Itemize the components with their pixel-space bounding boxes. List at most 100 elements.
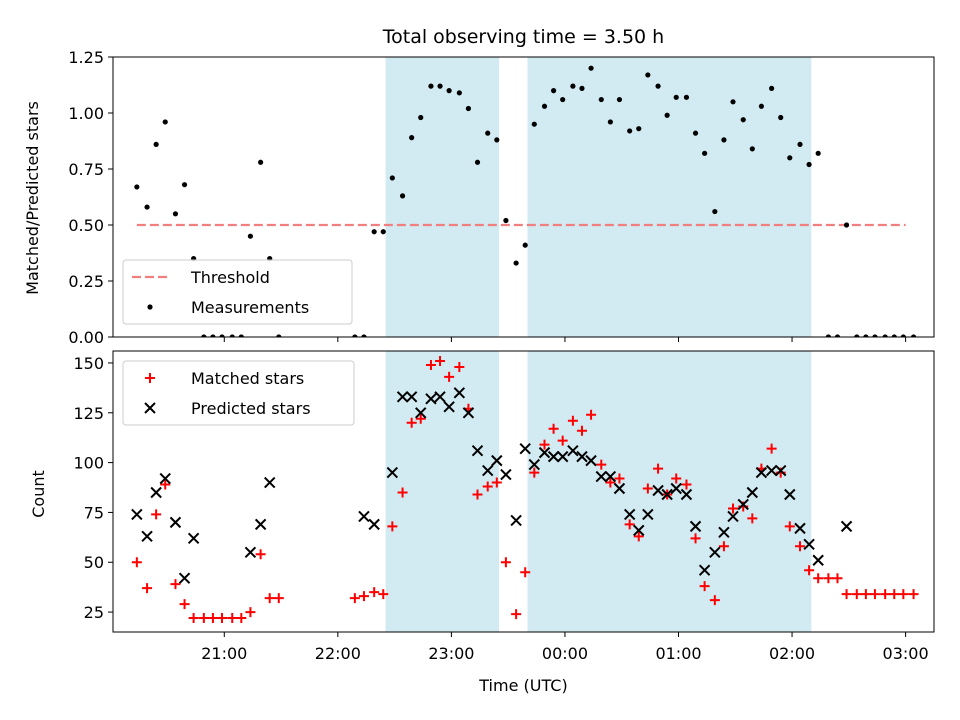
matched-stars-point-64	[804, 565, 815, 576]
predicted-stars-point-11	[368, 518, 380, 531]
y-tick-label: 50	[84, 553, 104, 572]
measurements-point-32	[503, 217, 509, 224]
y-axis-label-ratio: Matched/Predicted stars	[23, 101, 42, 295]
measurements-point-50	[673, 94, 679, 100]
measurements-point-38	[560, 96, 566, 103]
measurements-point-55	[721, 137, 727, 143]
measurements-point-52	[692, 130, 699, 136]
measurements-point-23	[418, 114, 424, 121]
predicted-stars-point-22	[482, 464, 494, 477]
count-panel: 25 50 75 100 125 150 21:00 22:00 23:00 00:00 01:00…	[73, 350, 935, 663]
matched-stars-point-18	[369, 587, 380, 598]
predicted-stars-point-9	[263, 476, 276, 489]
measurements-point-63	[797, 141, 803, 147]
predicted-stars-point-44	[689, 520, 702, 533]
matched-stars-point-68	[841, 589, 852, 600]
matched-stars-point-8	[207, 613, 218, 624]
measurements-point-35	[531, 121, 537, 127]
x-tick-label: 21:00	[201, 644, 247, 663]
matched-stars-point-30	[482, 481, 493, 492]
measurements-point-0	[134, 184, 140, 190]
predicted-stars-point-39	[642, 508, 654, 521]
predicted-stars-point-57	[812, 554, 824, 566]
matched-stars-point-14	[264, 593, 275, 604]
measurements-point-59	[758, 103, 764, 109]
measurements-point-47	[645, 72, 651, 78]
measurements-point-46	[636, 126, 642, 132]
matched-stars-point-15	[273, 593, 284, 604]
predicted-stars-point-28	[538, 446, 551, 459]
predicted-stars-point-38	[633, 524, 645, 537]
measurements-point-68	[843, 222, 850, 228]
matched-stars-point-17	[358, 591, 369, 602]
y-tick-label: 1.00	[68, 104, 104, 123]
measurements-point-7	[201, 334, 207, 337]
predicted-stars-point-12	[386, 466, 399, 479]
chart-title: Total observing time = 3.50 h	[382, 26, 664, 48]
matched-stars-point-27	[454, 361, 465, 372]
measurements-point-60	[769, 85, 775, 91]
predicted-stars-point-30	[556, 450, 569, 463]
predicted-stars-point-47	[718, 526, 730, 539]
matched-stars-point-1	[142, 583, 153, 594]
matched-stars-point-42	[596, 459, 607, 470]
matched-stars-point-32	[500, 557, 511, 568]
predicted-stars-point-3	[159, 472, 171, 485]
matched-stars-point-6	[188, 613, 199, 624]
measurements-point-36	[541, 103, 548, 109]
matched-stars-point-69	[851, 589, 862, 600]
x-tick-label: 22:00	[315, 644, 361, 663]
measurements-point-2	[153, 141, 159, 147]
matched-stars-point-52	[690, 533, 701, 544]
measurements-point-71	[872, 334, 878, 337]
ratio-panel: 0.00 0.25 0.50 0.75 1.00 1.25 Threshold Measure…	[68, 48, 935, 347]
matched-stars-point-24	[425, 359, 436, 370]
predicted-stars-point-45	[698, 564, 711, 576]
matched-stars-point-58	[747, 513, 758, 524]
predicted-stars-point-42	[670, 482, 682, 495]
predicted-stars-point-18	[443, 401, 455, 413]
measurements-point-27	[456, 90, 462, 96]
legend-handle	[144, 402, 156, 414]
predicted-stars-point-29	[547, 450, 560, 463]
matched-stars-point-31	[491, 477, 502, 488]
measurements-point-61	[778, 114, 784, 121]
predicted-stars-point-27	[528, 458, 540, 471]
predicted-stars-point-24	[500, 468, 512, 481]
predicted-stars-point-35	[604, 470, 617, 483]
measurements-point-42	[598, 96, 604, 103]
predicted-stars-point-5	[178, 572, 191, 584]
measurements-point-30	[485, 130, 491, 136]
matched-stars-point-66	[823, 573, 834, 584]
matched-stars-point-26	[444, 371, 455, 382]
matched-stars-point-23	[415, 413, 426, 424]
matched-stars-point-7	[198, 613, 209, 624]
matched-stars-point-44	[614, 473, 625, 484]
y-tick-label: 75	[84, 503, 104, 522]
matched-stars-point-36	[539, 439, 550, 450]
matched-stars-point-10	[227, 613, 238, 624]
measurements-point-18	[371, 229, 377, 235]
axes-frame-2	[112, 350, 935, 633]
predicted-stars-point-23	[491, 454, 503, 467]
measurements-point-26	[446, 88, 452, 94]
measurements-point-22	[409, 135, 415, 141]
measurements-point-56	[730, 99, 736, 105]
matched-stars-point-37	[548, 423, 559, 434]
predicted-stars-point-0	[131, 508, 143, 521]
matched-stars-point-53	[699, 581, 710, 592]
x-tick-label: 02:00	[769, 644, 815, 663]
observing-window-2	[527, 57, 812, 337]
legend-label: Matched stars	[191, 369, 304, 388]
measurements-point-16	[352, 334, 358, 337]
predicted-stars-point-53	[774, 464, 787, 477]
matched-stars-point-63	[795, 541, 806, 552]
predicted-stars-point-8	[254, 518, 267, 531]
x-axis-label: Time (UTC)	[478, 676, 567, 695]
matched-stars-point-13	[255, 549, 266, 560]
measurements-point-34	[522, 242, 528, 248]
measurements-point-19	[380, 229, 386, 235]
measurements-point-25	[437, 83, 443, 89]
matched-stars-point-25	[435, 355, 446, 366]
matched-stars-point-29	[472, 489, 483, 500]
